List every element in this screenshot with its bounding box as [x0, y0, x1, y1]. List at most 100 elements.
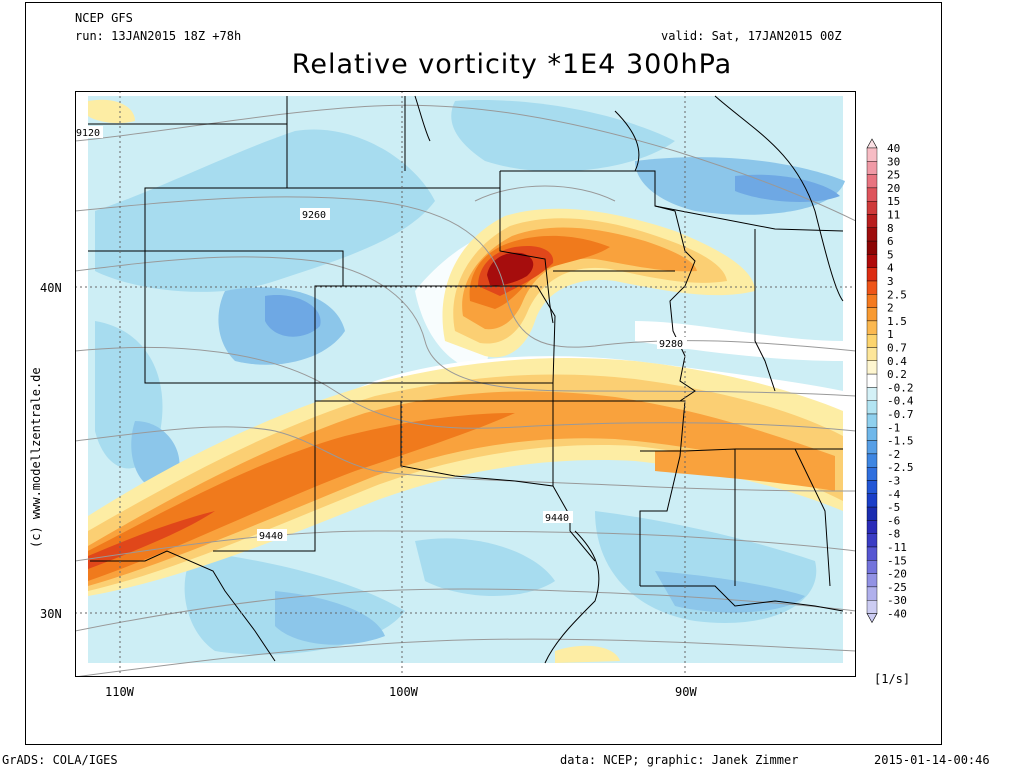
colorbar-tick-label: -30: [887, 594, 907, 607]
lon-label-100w: 100W: [389, 685, 418, 699]
colorbar-swatch: [866, 546, 878, 561]
colorbar-bottom-arrow: [866, 613, 878, 624]
colorbar-swatch: [866, 147, 878, 162]
colorbar-swatch: [866, 333, 878, 348]
colorbar-tick-label: 0.7: [887, 342, 907, 355]
colorbar-swatch: [866, 413, 878, 428]
colorbar-swatch: [866, 373, 878, 388]
colorbar-tick-label: 2.5: [887, 288, 907, 301]
colorbar-tick-label: -8: [887, 528, 900, 541]
colorbar-tick-label: -25: [887, 581, 907, 594]
colorbar-swatch: [866, 227, 878, 242]
colorbar-tick-label: 40: [887, 142, 900, 155]
valid-time: valid: Sat, 17JAN2015 00Z: [661, 29, 842, 43]
colorbar-tick-label: -1: [887, 421, 900, 434]
plot-frame: [25, 2, 942, 745]
colorbar-tick-label: -1.5: [887, 435, 914, 448]
footer-timestamp: 2015-01-14-00:46: [874, 753, 990, 767]
colorbar-swatch: [866, 240, 878, 255]
colorbar-tick-label: 5: [887, 248, 894, 261]
colorbar-swatch: [866, 440, 878, 455]
colorbar-tick-label: 15: [887, 195, 900, 208]
colorbar-tick-label: -0.7: [887, 408, 914, 421]
colorbar-tick-label: -5: [887, 501, 900, 514]
run-info: run: 13JAN2015 18Z +78h: [75, 29, 242, 43]
colorbar-tick-label: -40: [887, 608, 907, 621]
contour-label: 9280: [659, 339, 683, 350]
contour-label: 9120: [76, 128, 100, 139]
footer-source: data: NCEP; graphic: Janek Zimmer: [560, 753, 799, 767]
colorbar-tick-label: 8: [887, 222, 894, 235]
negative-vorticity-areas: [95, 100, 845, 655]
colorbar-tick-label: -6: [887, 514, 900, 527]
lat-label-30n: 30N: [40, 607, 62, 621]
colorbar-swatch: [866, 174, 878, 189]
colorbar-tick-label: 1.5: [887, 315, 907, 328]
colorbar-swatch: [866, 520, 878, 534]
colorbar-tick-label: 4: [887, 262, 894, 275]
colorbar-swatch: [866, 480, 878, 495]
colorbar-swatch: [866, 307, 878, 322]
colorbar-tick-label: 11: [887, 209, 900, 222]
colorbar-swatch: [866, 161, 878, 175]
colorbar-tick-label: -0.4: [887, 395, 914, 408]
colorbar-tick-label: -2: [887, 448, 900, 461]
map-border: [75, 91, 856, 677]
colorbar-swatch: [866, 427, 878, 441]
colorbar-swatch: [866, 453, 878, 468]
contour-label: 9260: [302, 210, 326, 221]
contour-label: 9440: [545, 513, 569, 524]
colorbar-swatch: [866, 560, 878, 574]
colorbar-swatch: [866, 320, 878, 335]
contour-label: 9440: [259, 531, 283, 542]
colorbar-swatch: [866, 187, 878, 202]
colorbar: 403025201511865432.521.510.70.40.2-0.2-0…: [866, 138, 914, 624]
colorbar-swatch: [866, 214, 878, 229]
vorticity-map: 9120 9260 9280 9440 9440: [75, 91, 856, 677]
colorbar-tick-label: 30: [887, 155, 900, 168]
colorbar-swatch: [866, 387, 878, 401]
colorbar-tick-label: 2: [887, 302, 894, 315]
colorbar-tick-label: -0.2: [887, 381, 914, 394]
colorbar-swatch: [866, 467, 878, 481]
colorbar-tick-label: 0.4: [887, 355, 907, 368]
colorbar-swatch: [866, 294, 878, 308]
colorbar-swatch: [866, 201, 878, 215]
colorbar-swatch: [866, 400, 878, 415]
colorbar-swatch: [866, 267, 878, 282]
colorbar-tick-label: -20: [887, 568, 907, 581]
colorbar-swatch: [866, 573, 878, 588]
credit-text: (c) www.modellzentrale.de: [29, 367, 43, 548]
lat-label-40n: 40N: [40, 281, 62, 295]
colorbar-tick-label: -11: [887, 541, 907, 554]
graticule: [75, 91, 856, 677]
colorbar-tick-label: 3: [887, 275, 894, 288]
colorbar-top-arrow: [866, 138, 878, 149]
contour-labels: 9120 9260 9280 9440 9440: [75, 126, 687, 542]
colorbar-tick-label: 25: [887, 169, 900, 182]
colorbar-swatch: [866, 493, 878, 508]
colorbar-swatch: [866, 586, 878, 601]
colorbar-tick-label: -3: [887, 475, 900, 488]
colorbar-unit: [1/s]: [874, 672, 911, 686]
nw-positive-patch: [88, 99, 135, 124]
colorbar-tick-label: -15: [887, 554, 907, 567]
model-name: NCEP GFS: [75, 11, 133, 25]
map-title: Relative vorticity *1E4 300hPa: [291, 49, 733, 80]
political-boundaries: [88, 95, 844, 664]
colorbar-tick-label: 6: [887, 235, 894, 248]
colorbar-swatch: [866, 506, 878, 521]
gulf-positive-patch: [555, 645, 620, 663]
colorbar-tick-label: -2.5: [887, 461, 914, 474]
colorbar-swatch: [866, 600, 878, 614]
colorbar-swatch: [866, 347, 878, 362]
footer-software: GrADS: COLA/IGES: [2, 753, 118, 767]
colorbar-swatch: [866, 254, 878, 268]
colorbar-swatch: [866, 280, 878, 295]
colorbar-tick-label: 20: [887, 182, 900, 195]
lon-label-110w: 110W: [105, 685, 134, 699]
lon-label-90w: 90W: [675, 685, 697, 699]
colorbar-tick-label: 1: [887, 328, 894, 341]
colorbar-tick-label: -4: [887, 488, 901, 501]
colorbar-swatch: [866, 533, 878, 548]
